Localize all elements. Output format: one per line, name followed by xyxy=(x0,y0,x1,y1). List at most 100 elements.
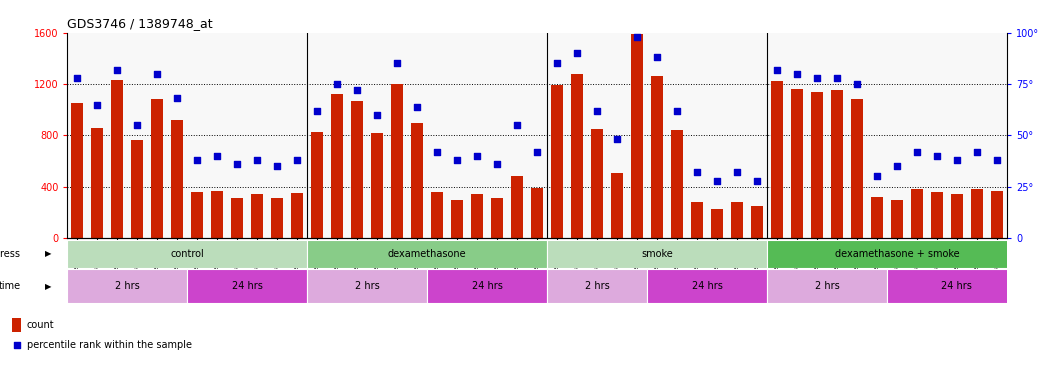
Text: stress: stress xyxy=(0,249,21,259)
Point xyxy=(469,153,486,159)
Point xyxy=(189,157,206,163)
Bar xyxy=(491,198,503,238)
Bar xyxy=(67,269,188,303)
Bar xyxy=(591,129,603,238)
Point xyxy=(8,342,25,348)
Bar xyxy=(292,193,303,238)
Bar xyxy=(351,101,363,238)
Bar xyxy=(171,120,184,238)
Bar xyxy=(428,269,547,303)
Bar xyxy=(231,198,243,238)
Text: time: time xyxy=(0,281,21,291)
Point xyxy=(489,161,506,167)
Bar xyxy=(12,318,22,332)
Bar xyxy=(771,81,783,238)
Bar xyxy=(611,172,623,238)
Point xyxy=(109,66,126,73)
Text: ▶: ▶ xyxy=(46,281,52,291)
Point xyxy=(929,153,946,159)
Point xyxy=(988,157,1005,163)
Bar xyxy=(831,90,843,238)
Bar xyxy=(431,192,443,238)
Point xyxy=(869,174,885,180)
Point xyxy=(569,50,585,56)
Bar xyxy=(647,269,767,303)
Point xyxy=(849,81,866,87)
Point xyxy=(968,149,985,155)
Text: percentile rank within the sample: percentile rank within the sample xyxy=(27,340,192,350)
Bar xyxy=(452,200,463,238)
Bar xyxy=(188,269,307,303)
Point xyxy=(70,75,86,81)
Bar xyxy=(311,131,323,238)
Text: dexamethasone + smoke: dexamethasone + smoke xyxy=(835,249,959,259)
Point xyxy=(828,75,845,81)
Bar xyxy=(391,84,403,238)
Point xyxy=(129,122,145,128)
Bar xyxy=(931,192,943,238)
Point xyxy=(908,149,925,155)
Bar xyxy=(91,127,104,238)
Point xyxy=(528,149,546,155)
Point xyxy=(309,108,326,114)
Bar xyxy=(851,99,863,238)
Bar xyxy=(251,194,264,238)
Point xyxy=(729,169,745,175)
Point xyxy=(289,157,305,163)
Bar xyxy=(111,80,124,238)
Point xyxy=(169,95,186,101)
Bar xyxy=(212,190,223,238)
Bar xyxy=(767,240,1027,268)
Point xyxy=(429,149,445,155)
Point xyxy=(949,157,965,163)
Bar xyxy=(67,240,307,268)
Text: 24 hrs: 24 hrs xyxy=(941,281,973,291)
Bar xyxy=(811,92,823,238)
Bar xyxy=(132,141,143,238)
Bar xyxy=(72,103,83,238)
Text: GDS3746 / 1389748_at: GDS3746 / 1389748_at xyxy=(67,17,213,30)
Point xyxy=(269,163,285,169)
Bar xyxy=(471,194,484,238)
Point xyxy=(769,66,786,73)
Point xyxy=(249,157,266,163)
Text: ▶: ▶ xyxy=(46,249,52,258)
Bar xyxy=(791,89,803,238)
Bar xyxy=(767,269,886,303)
Text: 2 hrs: 2 hrs xyxy=(115,281,140,291)
Bar xyxy=(691,202,703,238)
Bar xyxy=(651,76,663,238)
Point xyxy=(409,104,426,110)
Bar xyxy=(307,269,428,303)
Bar xyxy=(307,240,547,268)
Text: control: control xyxy=(170,249,204,259)
Bar xyxy=(731,202,743,238)
Bar xyxy=(531,188,543,238)
Bar xyxy=(271,198,283,238)
Point xyxy=(389,60,406,66)
Bar xyxy=(551,85,564,238)
Point xyxy=(448,157,465,163)
Bar xyxy=(571,74,583,238)
Point xyxy=(349,87,365,93)
Bar xyxy=(711,209,723,238)
Point xyxy=(149,71,166,77)
Point xyxy=(229,161,246,167)
Bar xyxy=(911,189,923,238)
Bar xyxy=(372,133,383,238)
Text: 2 hrs: 2 hrs xyxy=(355,281,380,291)
Bar xyxy=(886,269,1027,303)
Bar xyxy=(547,240,767,268)
Bar xyxy=(891,200,903,238)
Text: 2 hrs: 2 hrs xyxy=(815,281,840,291)
Bar xyxy=(547,269,647,303)
Point xyxy=(209,153,225,159)
Point xyxy=(549,60,566,66)
Text: dexamethasone: dexamethasone xyxy=(388,249,466,259)
Bar xyxy=(971,189,983,238)
Bar xyxy=(871,197,883,238)
Text: count: count xyxy=(27,320,54,330)
Bar xyxy=(411,122,424,238)
Bar xyxy=(951,194,963,238)
Point xyxy=(329,81,346,87)
